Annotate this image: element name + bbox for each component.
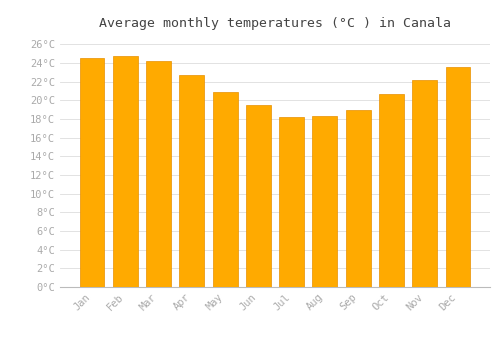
Bar bbox=[246, 105, 271, 287]
Bar bbox=[379, 94, 404, 287]
Bar bbox=[412, 80, 437, 287]
Bar bbox=[346, 110, 370, 287]
Bar bbox=[446, 67, 470, 287]
Bar bbox=[113, 56, 138, 287]
Bar bbox=[312, 116, 338, 287]
Bar bbox=[212, 92, 238, 287]
Bar bbox=[279, 117, 304, 287]
Title: Average monthly temperatures (°C ) in Canala: Average monthly temperatures (°C ) in Ca… bbox=[99, 17, 451, 30]
Bar bbox=[180, 75, 204, 287]
Bar bbox=[146, 61, 171, 287]
Bar bbox=[80, 58, 104, 287]
